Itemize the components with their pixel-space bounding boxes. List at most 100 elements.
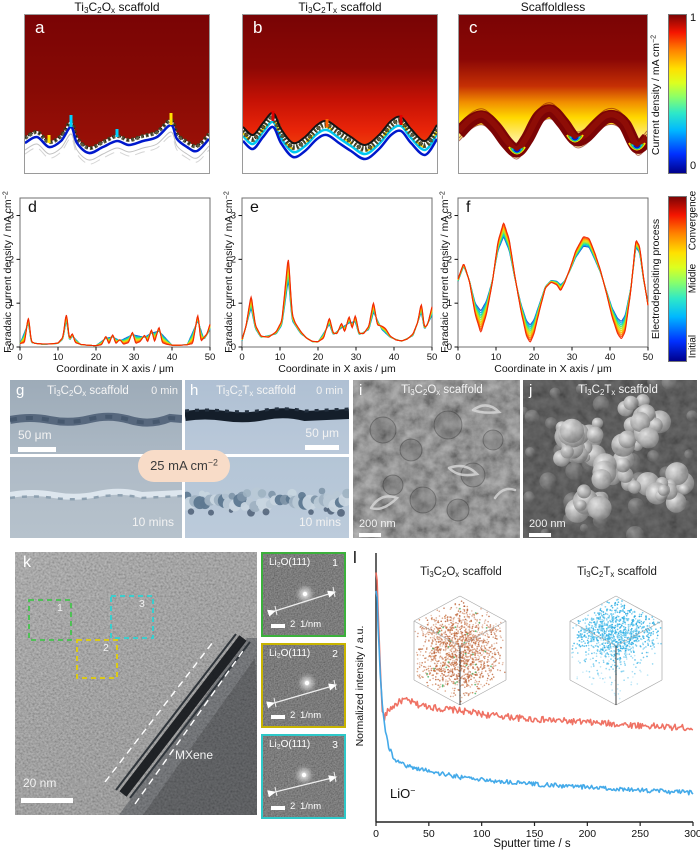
simulation-panel-c: c	[458, 14, 648, 174]
roi-num-2: 2	[103, 642, 109, 654]
fft-scale-unit-1: 1/nm	[300, 619, 322, 630]
chart-l-ylabel: Normalized intensity / a.u.	[354, 625, 366, 747]
fft-num-1: 1	[332, 557, 338, 569]
simulation-field-c	[459, 15, 647, 173]
colorbar-current-density-title: Current density / mA cm−2	[649, 34, 662, 156]
svg-text:50: 50	[427, 352, 438, 363]
panel-letter-c: c	[469, 18, 478, 37]
svg-text:0: 0	[231, 342, 236, 353]
svg-text:40: 40	[605, 352, 616, 363]
fft-num-3: 3	[332, 739, 338, 751]
roi-box-3	[110, 595, 154, 639]
svg-text:200: 200	[579, 828, 597, 840]
fft-scale-bar-1	[271, 624, 285, 628]
colorbar-max-label: 1	[690, 12, 697, 24]
fft-image-3	[263, 736, 344, 817]
tem-panel-k: k 1 2 3 MXene 20 nm	[15, 552, 257, 815]
colorbar-current-density	[668, 14, 687, 174]
panel-letter-j: j	[529, 382, 533, 399]
fft-image-2	[263, 645, 344, 726]
scaffold-strip-h10	[185, 487, 349, 517]
svg-text:20: 20	[529, 352, 540, 363]
panel-letter-f: f	[466, 199, 471, 216]
chart-d-xlabel: Coordinate in X axis / μm	[56, 363, 174, 375]
svg-text:1: 1	[9, 298, 14, 309]
svg-text:30: 30	[351, 352, 362, 363]
simulation-panel-a: a	[24, 14, 210, 174]
svg-text:40: 40	[167, 352, 178, 363]
svg-text:10: 10	[53, 352, 64, 363]
scaffold-strip-g10	[10, 488, 182, 501]
svg-text:50: 50	[205, 352, 215, 363]
scaffold-strip-h0	[185, 407, 349, 423]
panel-letter-g: g	[16, 382, 25, 399]
svg-text:30: 30	[567, 352, 578, 363]
panel-letter-e: e	[250, 199, 259, 216]
svg-text:30: 30	[129, 352, 140, 363]
colorbar-label-convergence: Convergence	[687, 190, 699, 251]
micrograph-h-scale-bar	[305, 445, 339, 450]
mxene-label: MXene	[175, 748, 214, 762]
svg-text:1: 1	[447, 298, 452, 309]
svg-text:300: 300	[684, 828, 700, 840]
panel-letter-h: h	[190, 382, 199, 399]
panel-letter-a: a	[35, 18, 45, 37]
svg-text:3: 3	[9, 211, 14, 222]
colorbar-electrodeposition-title: Electrodepositing process	[650, 218, 662, 340]
sem-texture-j	[523, 380, 697, 538]
svg-text:3: 3	[231, 211, 236, 222]
colorbar-label-initial: Initial	[687, 334, 699, 359]
sem-texture-i	[353, 380, 520, 538]
micrograph-j-scale-bar	[529, 533, 551, 537]
tof-sims-cube-tx	[569, 595, 663, 706]
colorbar-electrodeposition	[668, 196, 687, 362]
svg-text:1: 1	[231, 298, 236, 309]
svg-text:0: 0	[455, 352, 460, 363]
fft-scale-value-2: 2	[290, 710, 296, 721]
fft-phase-label-1: Li2O(111)	[269, 557, 311, 569]
fft-image-1	[263, 554, 344, 635]
micrograph-g-scale-label: 50 μm	[18, 428, 52, 442]
panel-letter-i: i	[359, 382, 363, 399]
micrograph-i-scale-bar	[359, 533, 381, 537]
simulation-field-b	[243, 15, 437, 173]
cube-label-tx: Ti3C2Tx scaffold	[577, 566, 657, 579]
chart-d-ylabel: Faradaic current density / mA cm−2	[1, 191, 14, 353]
chart-l: 0 50 100 150 200 250 300	[373, 553, 700, 840]
micrograph-h-bottom: 10 mins	[185, 457, 349, 538]
chart-d: 0 10 20 30 40 50 0 1 2 3	[9, 197, 215, 363]
chart-f: 0 10 20 30 40 50 0 1 2 3	[447, 197, 654, 363]
svg-text:0: 0	[373, 828, 379, 840]
micrograph-g-title: Ti3C2Ox scaffold	[47, 385, 129, 398]
micrograph-g-scale-bar	[18, 447, 56, 452]
roi-num-3: 3	[139, 598, 145, 610]
svg-text:3: 3	[447, 211, 452, 222]
svg-text:50: 50	[643, 352, 654, 363]
roi-num-1: 1	[57, 602, 63, 614]
cube-label-ox: Ti3C2Ox scaffold	[420, 566, 502, 579]
svg-text:0: 0	[9, 342, 14, 353]
fft-inset-1: Li2O(111) 1 2 1/nm	[261, 552, 346, 637]
svg-text:20: 20	[91, 352, 102, 363]
svg-text:0: 0	[17, 352, 22, 363]
fft-scale-value-3: 2	[290, 801, 296, 812]
chart-f-xlabel: Coordinate in X axis / μm	[494, 363, 612, 375]
fft-inset-3: Li2O(111) 3 2 1/nm	[261, 734, 346, 819]
svg-text:150: 150	[526, 828, 544, 840]
roi-box-1	[28, 599, 72, 641]
fft-phase-label-3: Li2O(111)	[269, 739, 311, 751]
micrograph-i-scale-label: 200 nm	[359, 518, 396, 530]
micrograph-h-top: h Ti3C2Tx scaffold 0 min 50 μm	[185, 380, 349, 454]
fft-scale-value-1: 2	[290, 619, 296, 630]
fft-num-2: 2	[332, 648, 338, 660]
colorbar-min-label: 0	[690, 160, 697, 172]
micrograph-g-top: g Ti3C2Ox scaffold 0 min 50 μm	[10, 380, 182, 454]
micrograph-j: j Ti3C2Tx scaffold 200 nm	[523, 380, 697, 538]
micrograph-h-title: Ti3C2Tx scaffold	[216, 385, 296, 398]
scaffold-strip-g0	[10, 412, 182, 427]
svg-text:250: 250	[631, 828, 649, 840]
tem-texture-k	[15, 552, 257, 815]
micrograph-h-time-0: 0 min	[316, 385, 343, 397]
tem-scale-label: 20 nm	[23, 776, 57, 790]
micrograph-g-time-10: 10 mins	[131, 515, 174, 529]
